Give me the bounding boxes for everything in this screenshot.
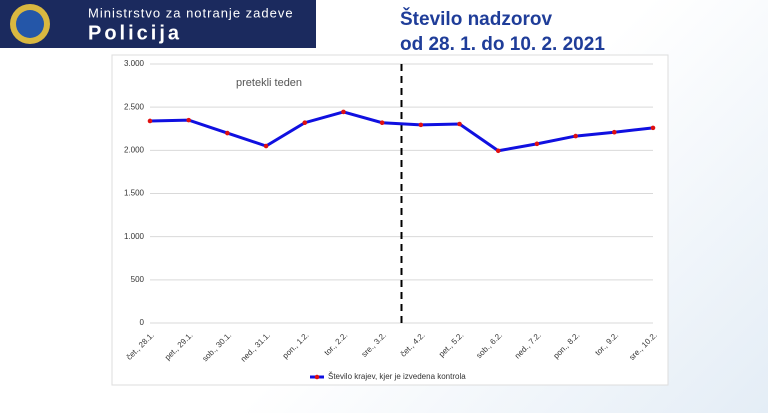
data-point: [186, 117, 191, 123]
y-tick-label: 3.000: [124, 59, 145, 68]
data-point: [457, 121, 462, 127]
y-tick-label: 2.000: [124, 145, 145, 154]
chart-area: [111, 54, 669, 386]
data-point: [302, 120, 308, 126]
data-point: [225, 130, 230, 136]
emblem-inner: [16, 10, 44, 38]
data-point: [495, 148, 501, 154]
data-point: [263, 143, 269, 149]
brand: Policija: [88, 22, 182, 44]
y-tick-label: 0: [140, 318, 145, 327]
data-point: [341, 109, 346, 115]
legend-label: Število krajev, kjer je izvedena kontrol…: [328, 372, 466, 381]
chart-subtitle: od 28. 1. do 10. 2. 2021: [400, 34, 605, 55]
chart-title: Število nadzorov: [400, 8, 552, 30]
ministry: Ministrstvo za notranje zadeve: [88, 5, 294, 20]
data-point: [418, 122, 424, 128]
logo-banner: [0, 0, 316, 48]
data-point: [147, 118, 153, 124]
data-point: [534, 141, 540, 147]
annotation: pretekli teden: [236, 77, 302, 89]
y-tick-label: 2.500: [124, 102, 145, 111]
data-point: [650, 125, 656, 131]
data-point: [612, 129, 617, 135]
y-tick-label: 1.000: [124, 232, 145, 241]
data-point: [379, 120, 385, 126]
legend-marker: [314, 374, 320, 380]
series-line: [149, 110, 654, 153]
data-point: [573, 133, 578, 139]
y-tick-label: 1.500: [124, 189, 145, 198]
y-tick-label: 500: [131, 275, 145, 284]
